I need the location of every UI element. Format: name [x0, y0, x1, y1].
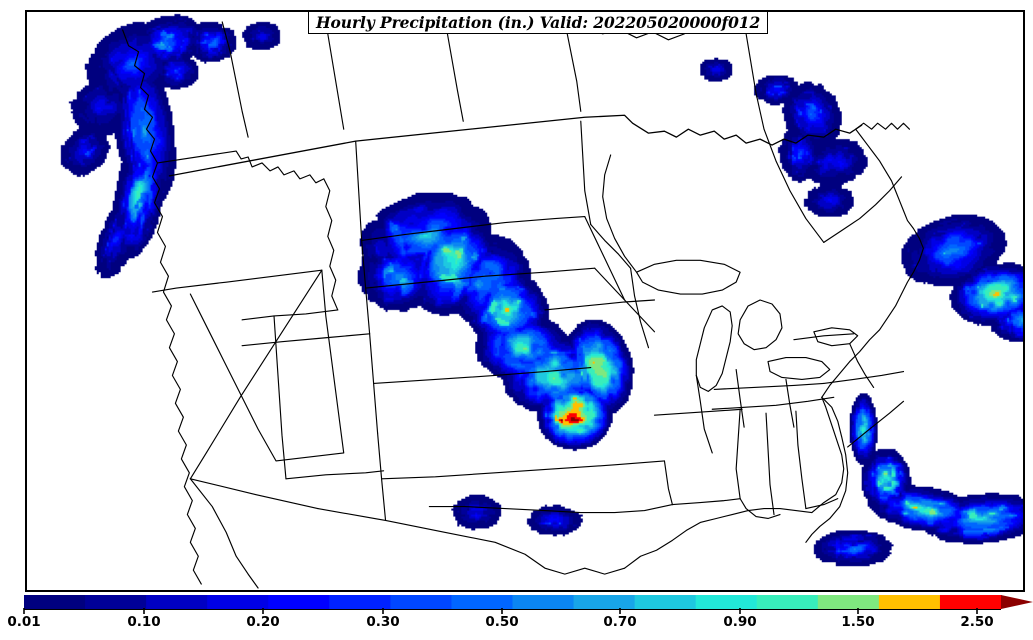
colorbar-segment [268, 595, 330, 609]
border-mt-nd [355, 140, 363, 241]
colorbar-tick-label: 0.20 [246, 614, 280, 630]
coast-st-lawrence [823, 176, 903, 243]
colorbar-tick-label: 2.50 [960, 614, 994, 630]
border-bc-ab [221, 21, 249, 138]
coast-baja [189, 478, 259, 589]
border-wa-or [156, 150, 325, 184]
border-mb-on [564, 21, 582, 112]
lake-michigan [695, 305, 733, 392]
border-ut-az-h [241, 309, 339, 321]
border-ar-la-h [671, 498, 741, 506]
colorbar-segment [634, 595, 697, 609]
geography-layer [122, 21, 924, 589]
border-sd-ne [584, 216, 626, 301]
border-nd-mn [580, 120, 592, 226]
border-nevada [189, 269, 345, 462]
border-az-nm-v [273, 315, 287, 480]
coast-gulf [624, 507, 813, 569]
colorbar-tick-label: 0.90 [723, 614, 757, 630]
border-wy-co-ne [361, 239, 371, 335]
basemap-svg [122, 21, 924, 589]
colorbar[interactable]: 0.01 0.10 0.20 0.30 0.50 0.70 0.90 1.50 2.50 [0, 594, 1033, 640]
border-ok-tx-h [428, 504, 673, 514]
border-nm-south [285, 470, 385, 480]
colorbar-segment [878, 595, 941, 609]
colorbar-segment [817, 595, 880, 609]
border-ne-ks [594, 267, 656, 333]
colorbar-segment [695, 595, 758, 609]
colorbar-segment [329, 595, 391, 609]
border-usa-canada [168, 114, 863, 177]
border-mexico [317, 507, 626, 575]
lake-huron [737, 299, 783, 351]
border-ok-ar-v [663, 460, 673, 506]
colorbar-ticks [23, 608, 1001, 614]
colorbar-tick-label: 0.01 [7, 614, 41, 630]
colorbar-segment [85, 595, 147, 609]
border-ca-south [189, 478, 319, 510]
border-ar-ms-v [735, 408, 741, 500]
colorbar-segment [146, 595, 208, 609]
border-mo-ar-h [653, 408, 743, 416]
border-id-nv-ut [323, 178, 339, 311]
coast-new-england [855, 122, 911, 130]
border-pa-east [849, 343, 875, 388]
border-or-ca [151, 269, 323, 293]
colorbar-tick-label: 0.30 [366, 614, 400, 630]
border-al-ga-v [795, 410, 807, 510]
colorbar-tick-label: 0.10 [127, 614, 161, 630]
map-title-text: Hourly Precipitation (in.) Valid: 202205… [316, 13, 761, 32]
colorbar-segment [512, 595, 575, 609]
lake-erie [767, 357, 831, 381]
map-panel[interactable] [25, 10, 1025, 592]
colorbar-segment [24, 595, 86, 609]
border-mn-wi [590, 223, 632, 269]
border-tn-h [713, 382, 825, 390]
border-pa-ny [793, 333, 855, 341]
border-co-ks-h [373, 366, 592, 385]
colorbar-segments [24, 595, 1033, 609]
border-ne-ks-h [544, 299, 656, 311]
colorbar-segment [756, 595, 819, 609]
coast-florida [811, 396, 845, 514]
border-ky-tn-h [711, 396, 835, 410]
border-on-qc [743, 21, 825, 243]
colorbar-segment [939, 595, 1002, 609]
border-wy-sd-ne-h [365, 267, 596, 289]
border-ms-al-v [765, 412, 775, 516]
border-ca-nv-diag [189, 269, 323, 480]
colorbar-segment [573, 595, 636, 609]
border-nc-sc [847, 400, 905, 448]
colorbar-tick-label: 1.50 [841, 614, 875, 630]
lake-superior [635, 259, 741, 295]
colorbar-segment [207, 595, 269, 609]
map-title-box: Hourly Precipitation (in.) Valid: 202205… [308, 11, 769, 34]
border-wi-ia-il [630, 267, 650, 349]
colorbar-tick-label: 0.70 [603, 614, 637, 630]
coast-atlantic [821, 128, 924, 398]
colorbar-segment [390, 595, 453, 609]
border-mt-wy-nd-sd [361, 216, 586, 241]
colorbar-overflow-arrow [1001, 595, 1033, 609]
border-in-oh [735, 368, 745, 428]
border-ks-ok-h [381, 460, 666, 480]
border-nm-tx-v [377, 432, 387, 522]
border-ab-sk [325, 21, 345, 130]
border-sk-mb [444, 21, 464, 122]
border-co-nm-h [241, 333, 371, 347]
colorbar-svg [23, 595, 1033, 614]
coast-pacific [122, 29, 202, 585]
colorbar-tick-label: 0.50 [485, 614, 519, 630]
border-il-in [695, 374, 713, 454]
coast-florida-east [805, 396, 849, 543]
colorbar-segment [451, 595, 514, 609]
border-nv-east [322, 270, 338, 391]
